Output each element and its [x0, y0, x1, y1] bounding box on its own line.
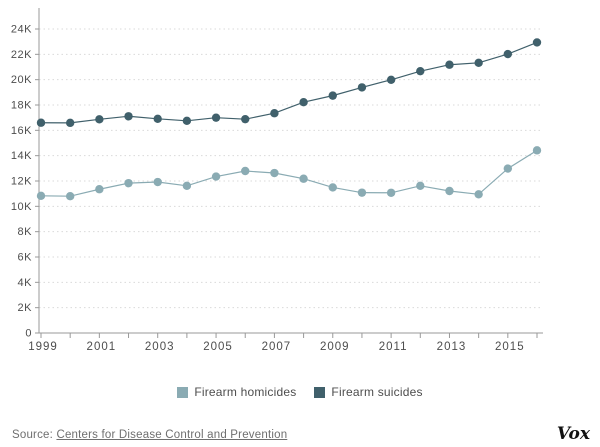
- data-point: [182, 116, 192, 126]
- data-point: [124, 178, 133, 188]
- data-point: [445, 186, 454, 196]
- data-point: [503, 164, 513, 173]
- x-tick-label: 2005: [203, 341, 233, 353]
- y-tick-label: 2K: [18, 302, 33, 314]
- legend-swatch-homicides-icon: [177, 386, 189, 398]
- data-point: [65, 118, 75, 128]
- y-tick-label: 6K: [18, 252, 33, 264]
- x-tick-label: 2003: [145, 341, 175, 353]
- data-point: [416, 181, 425, 191]
- x-tick-label: 2011: [379, 341, 408, 353]
- y-tick-label: 8K: [18, 226, 33, 238]
- data-point: [270, 168, 279, 178]
- data-point: [445, 60, 454, 69]
- legend-swatch-suicides-icon: [314, 386, 326, 398]
- series-line: [40, 41, 538, 124]
- data-point: [328, 91, 337, 100]
- data-point: [357, 188, 367, 197]
- data-point: [124, 112, 133, 121]
- legend-label-suicides: Firearm suicides: [331, 385, 423, 399]
- data-point: [474, 58, 483, 68]
- data-point: [65, 192, 75, 201]
- vox-logo: Vox: [556, 424, 590, 444]
- y-tick-label: 4K: [18, 277, 33, 289]
- y-tick-label: 22K: [11, 49, 32, 61]
- legend-label-homicides: Firearm homicides: [194, 385, 297, 399]
- source-link[interactable]: Centers for Disease Control and Preventi…: [56, 428, 288, 441]
- x-tick-label: 2015: [495, 341, 525, 353]
- data-point: [386, 75, 396, 84]
- data-point: [474, 190, 483, 199]
- data-point: [153, 114, 162, 124]
- data-point: [416, 66, 425, 76]
- data-point: [95, 115, 104, 124]
- x-axis-ticks: 1999 2001 2003 2005 2007 2009 2011 2013 2015: [28, 333, 538, 353]
- y-tick-label: 12K: [11, 176, 32, 188]
- gridlines: [39, 28, 543, 309]
- data-point: [503, 49, 513, 59]
- series-firearm-suicides: [36, 38, 542, 128]
- y-tick-label: 0: [25, 328, 32, 340]
- y-tick-label: 20K: [11, 74, 32, 86]
- legend-item-firearm-suicides: Firearm suicides: [314, 385, 422, 399]
- y-tick-label: 24K: [11, 24, 32, 36]
- data-point: [299, 174, 308, 183]
- footer: Source: Centers for Disease Control and …: [0, 422, 600, 447]
- legend-item-firearm-homicides: Firearm homicides: [177, 385, 296, 399]
- x-tick-label: 2007: [262, 341, 292, 353]
- data-point: [95, 185, 104, 194]
- x-tick-label: 2013: [437, 341, 467, 353]
- source-line: Source: Centers for Disease Control and …: [12, 429, 287, 441]
- data-point: [299, 98, 308, 107]
- data-point: [36, 191, 46, 201]
- y-tick-label: 14K: [11, 150, 32, 162]
- data-point: [270, 109, 279, 118]
- data-point: [386, 188, 396, 197]
- x-tick-label: 2009: [320, 341, 350, 353]
- axes: [38, 8, 543, 334]
- y-tick-label: 10K: [11, 201, 32, 213]
- series-firearm-homicides: [36, 146, 542, 201]
- data-point: [36, 118, 46, 127]
- source-prefix: Source:: [12, 428, 57, 441]
- data-point: [182, 181, 192, 191]
- x-tick-label: 2001: [87, 341, 117, 353]
- data-point: [532, 146, 542, 155]
- series-line: [40, 149, 538, 197]
- data-point: [211, 113, 221, 122]
- data-point: [241, 114, 250, 124]
- data-point: [241, 166, 250, 176]
- data-point: [153, 177, 162, 187]
- data-point: [211, 172, 221, 181]
- data-point: [357, 83, 367, 92]
- legend: Firearm homicides Firearm suicides: [0, 385, 600, 399]
- data-point: [328, 183, 337, 192]
- chart-canvas: 0 2K 4K 6K 8K 10K 12K 14K 16K 18K 20K 22K 24K 1999 200…: [11, 8, 543, 353]
- y-tick-label: 18K: [11, 100, 32, 112]
- x-tick-label: 1999: [28, 341, 58, 353]
- data-point: [532, 38, 542, 47]
- y-axis-ticks: 0 2K 4K 6K 8K 10K 12K 14K 16K 18K 20K 22K 24K: [11, 24, 39, 340]
- y-tick-label: 16K: [11, 125, 32, 137]
